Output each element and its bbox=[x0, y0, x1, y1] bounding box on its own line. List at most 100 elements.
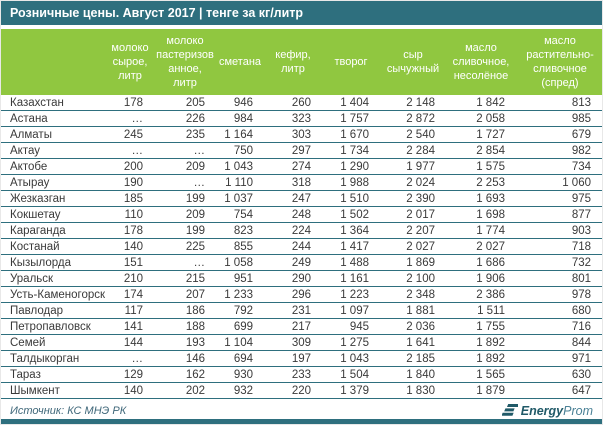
value-cell: 2 540 bbox=[406, 128, 435, 141]
value-cell: 231 bbox=[291, 304, 311, 317]
value-cell: 193 bbox=[185, 336, 205, 349]
value-cell: 1 364 bbox=[340, 224, 369, 237]
table-row: Семей 144 193 1 104 309 1 275 1 641 1 892 844 bbox=[1, 335, 602, 351]
value-cell: 140 bbox=[123, 240, 143, 253]
table-row: Актобе 200 209 1 043 274 1 290 1 977 1 575 734 bbox=[1, 159, 602, 175]
table-row: Петропавловск 141 188 699 217 945 2 036 1 755 71… bbox=[1, 319, 602, 335]
value-cell: 694 bbox=[233, 352, 253, 365]
region-cell: Павлодар bbox=[10, 304, 63, 317]
table-row: Кокшетау 110 209 754 248 1 502 2 017 1 698 877 bbox=[1, 207, 602, 223]
table-row: Талдыкорган … 146 694 197 1 043 2 185 1 892 971 bbox=[1, 351, 602, 367]
table-row: Актау … … 750 297 1 734 2 284 2 854 982 bbox=[1, 143, 602, 159]
value-cell: 1 734 bbox=[340, 144, 369, 157]
value-cell: … bbox=[193, 176, 206, 189]
region-cell: Актобе bbox=[10, 160, 48, 173]
table-row: Караганда 178 199 823 224 1 364 2 207 1 774 903 bbox=[1, 223, 602, 239]
value-cell: 197 bbox=[291, 352, 311, 365]
value-cell: 1 097 bbox=[340, 304, 369, 317]
value-cell: 1 755 bbox=[476, 320, 505, 333]
table-body: Казахстан 178 205 946 260 1 404 2 148 1 842 813 А… bbox=[1, 95, 602, 399]
value-cell: 930 bbox=[233, 368, 253, 381]
value-cell: 1 686 bbox=[476, 256, 505, 269]
value-cell: 209 bbox=[185, 160, 205, 173]
region-cell: Атырау bbox=[10, 176, 50, 189]
value-cell: 199 bbox=[185, 192, 205, 205]
value-cell: 2 148 bbox=[406, 96, 435, 109]
source-note: Источник: КС МНЭ РК bbox=[10, 404, 127, 417]
region-cell: Актау bbox=[10, 144, 40, 157]
value-cell: 750 bbox=[233, 144, 253, 157]
value-cell: 1 488 bbox=[340, 256, 369, 269]
value-cell: 1 275 bbox=[340, 336, 369, 349]
value-cell: 174 bbox=[123, 288, 143, 301]
value-cell: 1 511 bbox=[477, 304, 505, 317]
value-cell: 226 bbox=[185, 112, 205, 125]
value-cell: 754 bbox=[233, 208, 253, 221]
value-cell: 1 290 bbox=[340, 160, 369, 173]
region-cell: Усть-Каменогорск bbox=[10, 288, 106, 301]
value-cell: 205 bbox=[185, 96, 205, 109]
value-cell: 680 bbox=[571, 304, 591, 317]
value-cell: … bbox=[193, 144, 206, 157]
value-cell: 699 bbox=[233, 320, 253, 333]
value-cell: 217 bbox=[291, 320, 311, 333]
region-cell: Уральск bbox=[10, 272, 54, 285]
value-cell: 235 bbox=[185, 128, 205, 141]
value-cell: 1 693 bbox=[476, 192, 505, 205]
value-cell: 813 bbox=[571, 96, 591, 109]
value-cell: 1 830 bbox=[406, 384, 435, 397]
value-cell: 2 058 bbox=[476, 112, 505, 125]
logo-energy-text: Energy bbox=[520, 403, 564, 418]
region-cell: Жезказган bbox=[10, 192, 66, 205]
value-cell: 1 565 bbox=[476, 368, 505, 381]
value-cell: 1 164 bbox=[224, 128, 253, 141]
value-cell: 1 502 bbox=[340, 208, 369, 221]
value-cell: 630 bbox=[571, 368, 591, 381]
value-cell: 2 185 bbox=[406, 352, 435, 365]
value-cell: 679 bbox=[571, 128, 591, 141]
value-cell: 2 027 bbox=[406, 240, 435, 253]
value-cell: 2 207 bbox=[406, 224, 435, 237]
region-cell: Казахстан bbox=[10, 96, 64, 109]
column-header: молоко пастеризованное, литр bbox=[154, 29, 216, 95]
value-cell: 224 bbox=[291, 224, 311, 237]
value-cell: 2 386 bbox=[476, 288, 505, 301]
value-cell: 1 774 bbox=[476, 224, 505, 237]
value-cell: 248 bbox=[291, 208, 311, 221]
value-cell: 647 bbox=[571, 384, 591, 397]
value-cell: 2 027 bbox=[476, 240, 505, 253]
value-cell: 734 bbox=[571, 160, 591, 173]
table-header: молоко сырое, литр молоко пастеризованно… bbox=[1, 29, 602, 95]
value-cell: 1 881 bbox=[406, 304, 435, 317]
value-cell: 117 bbox=[124, 304, 143, 317]
value-cell: 188 bbox=[185, 320, 205, 333]
value-cell: 732 bbox=[571, 256, 591, 269]
value-cell: 945 bbox=[349, 320, 369, 333]
value-cell: 951 bbox=[233, 272, 253, 285]
value-cell: 792 bbox=[233, 304, 253, 317]
value-cell: 1 043 bbox=[224, 160, 253, 173]
value-cell: 2 284 bbox=[406, 144, 435, 157]
value-cell: 1 417 bbox=[340, 240, 369, 253]
value-cell: 260 bbox=[291, 96, 311, 109]
table-row: Атырау 190 … 1 110 318 1 988 2 024 2 253 1 060 bbox=[1, 175, 602, 191]
value-cell: 1 379 bbox=[340, 384, 369, 397]
value-cell: 186 bbox=[185, 304, 205, 317]
logo-prom-text: Prom bbox=[563, 403, 593, 418]
table-row: Тараз 129 162 930 233 1 504 1 840 1 565 630 bbox=[1, 367, 602, 383]
value-cell: 844 bbox=[571, 336, 591, 349]
value-cell: 1 879 bbox=[476, 384, 505, 397]
value-cell: 1 842 bbox=[476, 96, 505, 109]
value-cell: 178 bbox=[123, 224, 143, 237]
value-cell: 129 bbox=[123, 368, 143, 381]
value-cell: 975 bbox=[571, 192, 591, 205]
value-cell: 823 bbox=[233, 224, 253, 237]
value-cell: 1 575 bbox=[476, 160, 505, 173]
table-row: Павлодар 117 186 792 231 1 097 1 881 1 511 680 bbox=[1, 303, 602, 319]
value-cell: 2 036 bbox=[406, 320, 435, 333]
region-cell: Кокшетау bbox=[10, 208, 61, 221]
value-cell: 2 100 bbox=[406, 272, 435, 285]
value-cell: 151 bbox=[123, 256, 143, 269]
value-cell: 1 727 bbox=[476, 128, 505, 141]
value-cell: 290 bbox=[291, 272, 311, 285]
